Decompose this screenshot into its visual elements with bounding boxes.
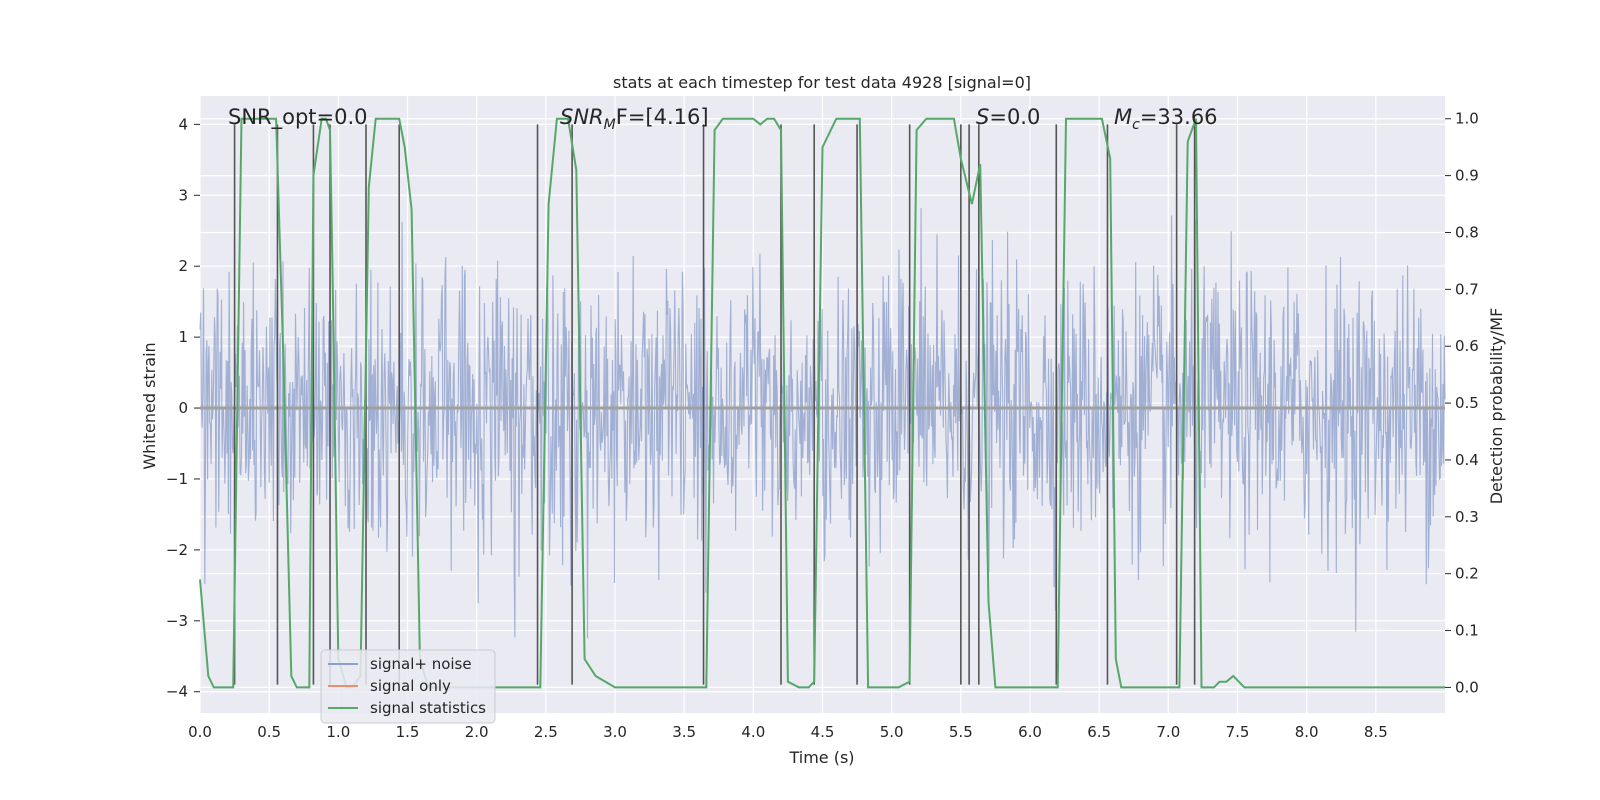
y-axis-left-label: Whitened strain — [140, 342, 159, 469]
x-tick-label: 3.0 — [603, 723, 627, 741]
x-tick-label: 1.5 — [396, 723, 420, 741]
chart-title: stats at each timestep for test data 492… — [613, 73, 1031, 92]
x-tick-label: 2.0 — [465, 723, 489, 741]
x-tick-label: 1.0 — [326, 723, 350, 741]
x-tick-label: 2.5 — [534, 723, 558, 741]
y-left-tick-label: −1 — [166, 470, 188, 488]
legend-label-stats: signal statistics — [370, 699, 486, 717]
noise-series — [199, 208, 1446, 639]
vertical-markers — [233, 124, 1196, 685]
legend-label-signal: signal only — [370, 677, 451, 695]
legend: signal+ noise signal only signal statist… — [320, 649, 496, 724]
signal-statistics-line — [199, 117, 1445, 689]
annotation-s: S=0.0 — [976, 105, 1040, 129]
x-axis-label: Time (s) — [788, 748, 854, 767]
legend-label-noise: signal+ noise — [370, 655, 472, 673]
y-right-tick-label: 0.4 — [1455, 451, 1479, 469]
x-tick-label: 0.5 — [257, 723, 281, 741]
y-left-tick-label: −3 — [166, 612, 188, 630]
x-tick-label: 7.5 — [1226, 723, 1250, 741]
x-tick-label: 3.5 — [672, 723, 696, 741]
y-axis-right: 1.0 0.9 0.8 0.7 0.6 0.5 0.4 0.3 0.2 0.1 0.0 — [1445, 110, 1479, 696]
y-right-tick-label: 0.2 — [1455, 565, 1479, 583]
legend-box — [320, 649, 496, 724]
y-left-tick-label: −2 — [166, 541, 188, 559]
x-tick-label: 8.5 — [1364, 723, 1388, 741]
y-right-tick-label: 0.9 — [1455, 167, 1479, 185]
x-tick-label: 6.5 — [1087, 723, 1111, 741]
x-tick-label: 8.0 — [1295, 723, 1319, 741]
x-tick-label: 5.0 — [880, 723, 904, 741]
y-axis-right-label: Detection probability/MF — [1487, 308, 1506, 505]
annotation-snr-opt: SNR_opt=0.0 — [228, 105, 368, 130]
y-right-tick-label: 0.3 — [1455, 508, 1479, 526]
y-left-tick-label: 4 — [178, 115, 188, 133]
y-left-tick-label: 0 — [178, 399, 188, 417]
x-tick-label: 7.0 — [1156, 723, 1180, 741]
x-tick-label: 6.0 — [1018, 723, 1042, 741]
x-tick-label: 4.5 — [811, 723, 835, 741]
x-tick-label: 5.5 — [949, 723, 973, 741]
y-right-tick-label: 0.1 — [1455, 622, 1479, 640]
x-axis: 0.0 0.5 1.0 1.5 2.0 2.5 3.0 3.5 4.0 4.5 5.0 5.5 6.0 6… — [188, 723, 1388, 741]
y-right-tick-label: 0.5 — [1455, 394, 1479, 412]
y-left-tick-label: 2 — [178, 257, 188, 275]
x-tick-label: 0.0 — [188, 723, 212, 741]
y-axis-left: 4 3 2 1 0 −1 −2 −3 −4 — [166, 115, 200, 701]
y-right-tick-label: 1.0 — [1455, 110, 1479, 128]
annotation-mc: Mc=33.66 — [1114, 105, 1218, 133]
y-left-tick-label: −4 — [166, 683, 188, 701]
noise-trace — [199, 208, 1446, 639]
y-right-tick-label: 0.6 — [1455, 337, 1479, 355]
y-right-tick-label: 0.8 — [1455, 223, 1479, 241]
y-right-tick-label: 0.7 — [1455, 280, 1479, 298]
y-left-tick-label: 1 — [178, 328, 188, 346]
x-tick-label: 4.0 — [741, 723, 765, 741]
y-right-tick-label: 0.0 — [1455, 678, 1479, 696]
y-left-tick-label: 3 — [178, 186, 188, 204]
annotation-snr-mf: SNRMF=[4.16] — [560, 105, 709, 133]
